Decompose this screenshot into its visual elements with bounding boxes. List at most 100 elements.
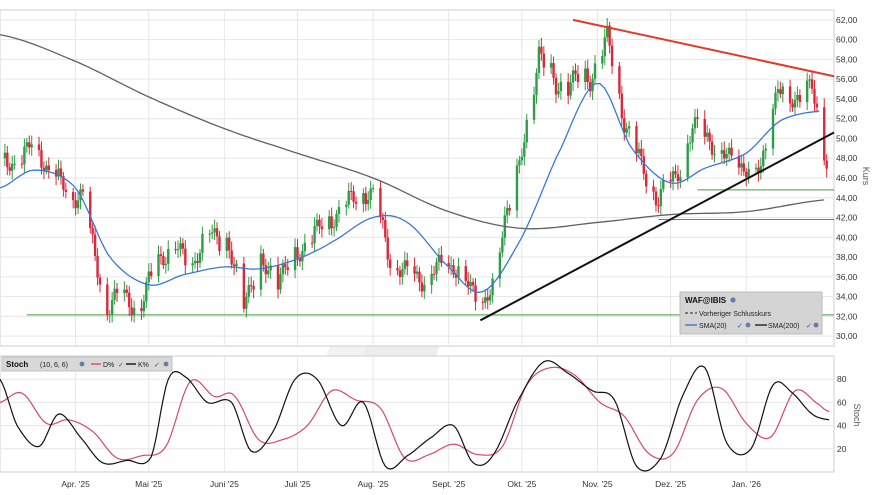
info-icon[interactable] bbox=[163, 361, 169, 367]
price-tick-label: 40,00 bbox=[836, 232, 858, 242]
candle-up bbox=[754, 167, 758, 169]
candle-down bbox=[467, 280, 470, 287]
candle-down bbox=[791, 103, 794, 108]
candle-down bbox=[74, 200, 77, 209]
candle-up bbox=[662, 179, 665, 189]
candle-down bbox=[474, 285, 477, 302]
candle-up bbox=[371, 188, 375, 190]
price-legend: WAF@IBIS Vorheriger Schlusskurs SMA(20) … bbox=[679, 291, 823, 335]
candle-down bbox=[730, 147, 733, 156]
price-tick-label: 34,00 bbox=[836, 292, 858, 302]
candle-up bbox=[76, 200, 80, 209]
price-tick-label: 38,00 bbox=[836, 252, 858, 262]
stoch-d-label: D% bbox=[103, 362, 114, 369]
x-tick-label: Okt. '25 bbox=[507, 479, 536, 489]
check-icon[interactable]: ✓ bbox=[154, 362, 160, 369]
info-icon[interactable] bbox=[745, 322, 751, 328]
check-icon[interactable]: ✓ bbox=[806, 323, 812, 330]
candle-down bbox=[296, 247, 299, 259]
candle-up bbox=[176, 249, 180, 251]
candle-down bbox=[757, 167, 760, 174]
candle-down bbox=[779, 89, 782, 95]
candle-down bbox=[620, 93, 624, 119]
candle-up bbox=[367, 199, 370, 205]
candle-down bbox=[640, 148, 643, 157]
candle-up bbox=[247, 285, 250, 297]
candle-up bbox=[774, 92, 777, 109]
candle-down bbox=[81, 189, 85, 192]
candle-down bbox=[703, 118, 706, 137]
candle-down bbox=[379, 188, 382, 218]
sma20-line bbox=[0, 82, 820, 294]
candle-down bbox=[286, 267, 289, 271]
candle-down bbox=[354, 201, 358, 204]
candle-down bbox=[645, 173, 648, 187]
candle-up bbox=[557, 91, 560, 95]
candlesticks bbox=[3, 17, 828, 323]
candle-down bbox=[618, 66, 621, 94]
info-icon[interactable] bbox=[730, 297, 736, 303]
candle-up bbox=[23, 146, 26, 165]
candle-up bbox=[637, 148, 641, 154]
candle-up bbox=[591, 78, 594, 92]
candle-down bbox=[676, 174, 680, 182]
candle-down bbox=[657, 205, 660, 207]
candle-up bbox=[584, 68, 587, 82]
candle-down bbox=[96, 255, 99, 278]
candle-down bbox=[413, 266, 416, 274]
candle-down bbox=[381, 217, 385, 220]
x-axis: Apr. '25 Mai '25 Juni '25 Juli '25 Aug. '25 S… bbox=[61, 479, 761, 489]
candle-down bbox=[654, 191, 658, 206]
candle-down bbox=[184, 248, 187, 266]
candle-down bbox=[162, 255, 165, 266]
candle-up bbox=[301, 250, 304, 262]
candle-down bbox=[608, 25, 611, 46]
candle-down bbox=[364, 193, 367, 205]
candle-up bbox=[210, 232, 214, 234]
candle-up bbox=[603, 37, 606, 57]
candle-down bbox=[91, 227, 94, 235]
candle-down bbox=[823, 107, 826, 161]
candle-down bbox=[586, 68, 589, 82]
check-icon[interactable]: ✓ bbox=[118, 362, 124, 369]
candle-down bbox=[708, 132, 711, 142]
price-tick-label: 46,00 bbox=[836, 173, 858, 183]
candle-up bbox=[201, 233, 204, 253]
candle-down bbox=[352, 191, 355, 202]
candle-up bbox=[559, 81, 563, 92]
candle-up bbox=[762, 150, 765, 167]
x-tick-label: Mai '25 bbox=[135, 479, 162, 489]
candle-down bbox=[418, 271, 421, 283]
stoch-frame bbox=[0, 355, 835, 473]
candle-up bbox=[686, 143, 689, 178]
price-tick-label: 32,00 bbox=[836, 311, 858, 321]
candle-up bbox=[208, 233, 211, 235]
info-icon[interactable] bbox=[79, 361, 85, 367]
candle-down bbox=[432, 273, 436, 275]
candle-down bbox=[149, 271, 153, 276]
candle-up bbox=[313, 226, 316, 244]
trendlines bbox=[479, 18, 835, 322]
candle-down bbox=[481, 301, 485, 303]
check-icon[interactable]: ✓ bbox=[737, 323, 743, 330]
candle-up bbox=[415, 271, 419, 274]
candle-up bbox=[179, 243, 182, 250]
candle-up bbox=[488, 295, 492, 301]
resistance-trendline bbox=[572, 18, 835, 78]
candle-up bbox=[520, 156, 524, 161]
x-tick-label: Juni '25 bbox=[210, 479, 239, 489]
candle-up bbox=[549, 63, 553, 68]
price-tick-label: 44,00 bbox=[836, 193, 858, 203]
candle-up bbox=[145, 282, 148, 302]
candle-down bbox=[130, 307, 133, 316]
candle-up bbox=[627, 126, 631, 129]
candle-up bbox=[113, 288, 116, 300]
candle-down bbox=[125, 289, 129, 293]
candle-down bbox=[174, 249, 177, 251]
candle-down bbox=[798, 94, 802, 103]
candle-down bbox=[669, 179, 672, 182]
candle-down bbox=[540, 46, 543, 54]
candle-up bbox=[147, 271, 150, 283]
stoch-tick-label: 20 bbox=[837, 444, 847, 454]
info-icon[interactable] bbox=[813, 322, 819, 328]
